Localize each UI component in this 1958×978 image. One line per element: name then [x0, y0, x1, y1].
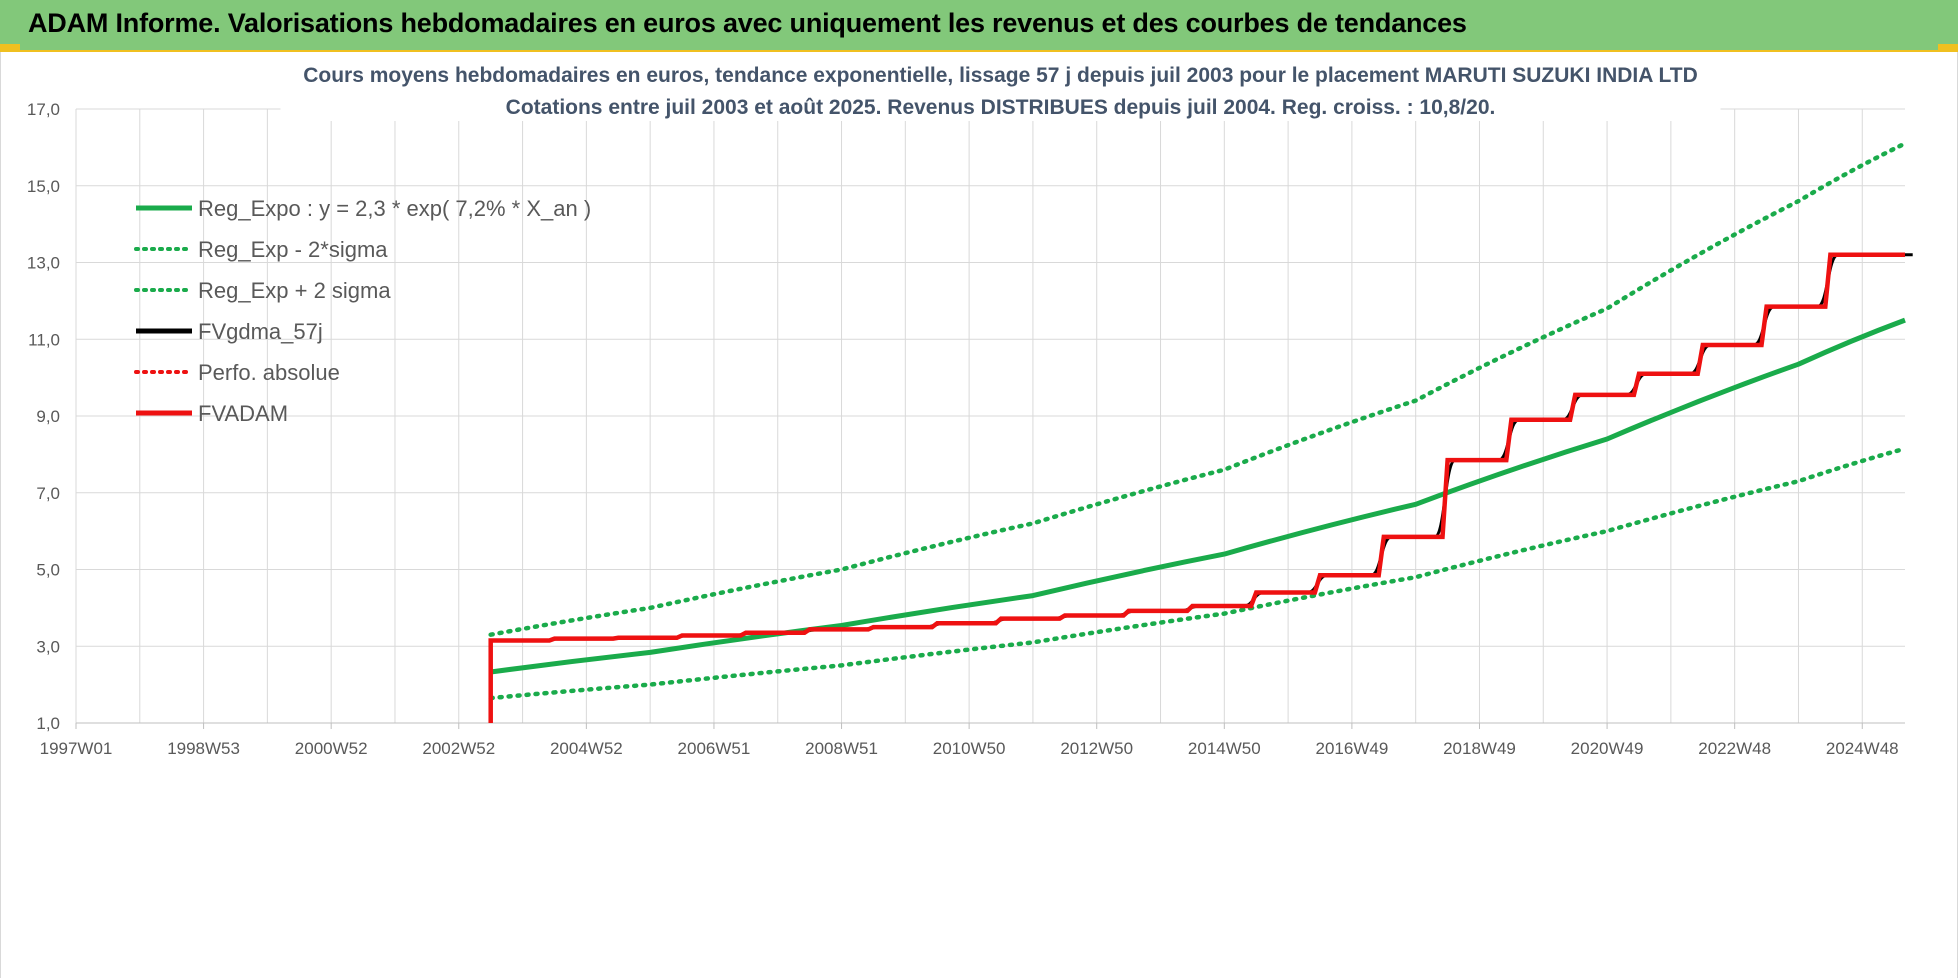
chart-frame: 1,0 3,0 5,0 7,0 9,0 11,0 13,0 15,0 17,0 1997W01 19… [0, 52, 1958, 978]
x-tick-label: 2006W51 [678, 739, 751, 758]
banner-title: ADAM Informe. Valorisations hebdomadaire… [28, 8, 1467, 38]
y-tick-label: 11,0 [28, 330, 60, 349]
x-tick-label: 2000W52 [295, 739, 368, 758]
y-tick-label: 15,0 [27, 177, 60, 196]
x-tick-label: 2008W51 [805, 739, 878, 758]
corner-tab-right [1938, 44, 1958, 52]
y-tick-label: 9,0 [36, 407, 60, 426]
line-chart: 1,0 3,0 5,0 7,0 9,0 11,0 13,0 15,0 17,0 1997W01 19… [27, 59, 1913, 758]
x-tick-label: 2024W48 [1826, 739, 1899, 758]
legend-label-fvgdma: FVgdma_57j [198, 319, 323, 344]
corner-tab-left [0, 44, 20, 52]
legend-label-perfo: Perfo. absolue [198, 360, 340, 385]
y-tick-label: 13,0 [27, 254, 60, 273]
x-tick-label: 2016W49 [1316, 739, 1389, 758]
x-tick-label: 2012W50 [1060, 739, 1133, 758]
x-tick-label: 1997W01 [40, 739, 113, 758]
x-tick-label: 2020W49 [1571, 739, 1644, 758]
y-tick-label: 3,0 [36, 637, 60, 656]
legend-label-reg_hi: Reg_Exp + 2 sigma [198, 278, 391, 303]
report-banner: ADAM Informe. Valorisations hebdomadaire… [0, 0, 1958, 52]
legend-label-reg_expo: Reg_Expo : y = 2,3 * exp( 7,2% * X_an ) [198, 196, 591, 221]
series-reg-exp-minus-2-sigma [488, 446, 1908, 701]
y-tick-label: 17,0 [27, 100, 60, 119]
x-tick-label: 2010W50 [933, 739, 1006, 758]
y-tick-label: 7,0 [36, 484, 60, 503]
x-tick-label: 2018W49 [1443, 739, 1516, 758]
y-tick-label: 1,0 [36, 714, 60, 733]
series-reg-exp-plus-2-sigma [488, 141, 1908, 637]
x-tick-label: 2004W52 [550, 739, 623, 758]
chart-title-line-1: Cours moyens hebdomadaires en euros, ten… [303, 64, 1698, 87]
chart-title-backing [280, 59, 1721, 121]
series-reg-expo [490, 317, 1906, 675]
legend-label-fvadam: FVADAM [198, 401, 288, 426]
chart-title-line-2: Cotations entre juil 2003 et août 2025. … [506, 96, 1496, 119]
x-tick-label: 2022W48 [1698, 739, 1771, 758]
legend-label-reg_lo: Reg_Exp - 2*sigma [198, 237, 388, 262]
x-tick-label: 2002W52 [422, 739, 495, 758]
series-fvadam [488, 252, 1905, 723]
y-tick-label: 5,0 [36, 561, 60, 580]
series-fvgdma-57j [490, 253, 1913, 642]
x-tick-label: 2014W50 [1188, 739, 1261, 758]
x-tick-label: 1998W53 [167, 739, 240, 758]
